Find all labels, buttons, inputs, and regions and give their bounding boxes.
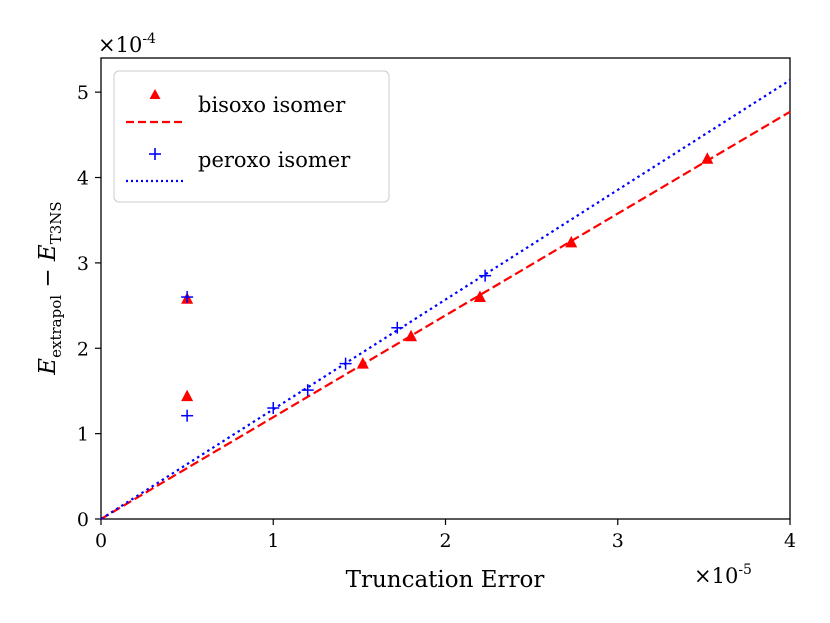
legend-label-bisoxo: bisoxo isomer [198,93,346,117]
x-multiplier: ×10-5 [694,562,752,588]
data-point [405,329,418,342]
x-tick-label: 0 [95,530,107,552]
data-point [565,235,578,248]
data-point [479,269,492,282]
x-tick-label: 3 [612,530,624,552]
legend-marker-peroxo [149,148,161,160]
x-axis-label: Truncation Error [346,567,545,593]
y-tick-label: 0 [77,509,89,531]
y-label-symbol-2: E [35,244,61,262]
y-multiplier: ×10-4 [98,31,156,57]
x-multiplier-exp: -5 [738,562,752,578]
y-label-sub2: T3NS [47,201,65,244]
data-point [181,409,194,422]
data-point [701,152,714,164]
y-tick-label: 2 [77,338,89,360]
y-axis-label: Eextrapol − ET3NS [35,201,65,375]
ticks: 0 1 2 3 4 0 1 2 3 4 5 [77,82,796,552]
x-tick-label: 2 [439,530,451,552]
y-label-sub1: extrapol [47,295,65,358]
y-tick-label: 3 [77,253,89,275]
series-2 [181,269,492,422]
series-3 [100,79,791,520]
fit-line [100,110,791,520]
legend-box [113,70,390,203]
y-multiplier-exp: -4 [142,31,156,47]
fit-line [100,79,791,520]
data-point [473,290,486,303]
series-layer [100,79,791,520]
x-tick-label: 1 [267,530,279,552]
y-tick-label: 4 [77,168,89,190]
y-multiplier-base: ×10 [98,33,142,57]
y-tick-label: 1 [77,424,89,446]
legend-label-peroxo: peroxo isomer [198,148,351,172]
legend: bisoxo isomer peroxo isomer [113,70,390,203]
legend-marker-bisoxo [149,89,161,99]
data-point [181,389,194,402]
y-label-symbol: E [35,358,61,376]
y-tick-label: 5 [77,82,89,104]
x-multiplier-base: ×10 [694,564,738,588]
series-1 [100,110,791,520]
x-tick-label: 4 [784,530,796,552]
data-point [181,291,194,304]
y-label-minus: − [35,261,61,295]
